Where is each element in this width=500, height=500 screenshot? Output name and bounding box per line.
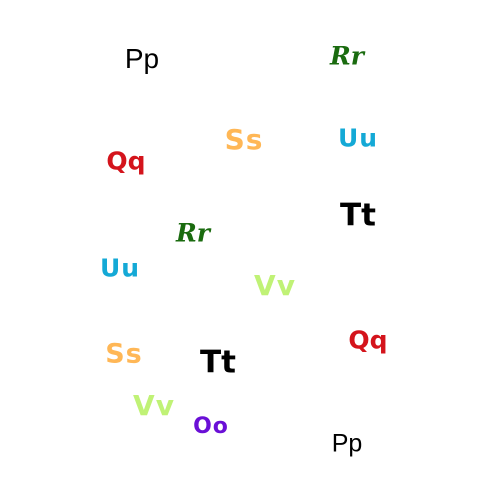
letter-pair-qq: Qq bbox=[106, 146, 146, 176]
letter-pair-rr: Rr bbox=[330, 41, 364, 71]
letter-pair-vv: Vv bbox=[133, 389, 175, 422]
letter-pair-tt: Tt bbox=[200, 344, 236, 381]
letter-pair-vv: Vv bbox=[254, 269, 296, 302]
letter-pair-uu: Uu bbox=[337, 123, 379, 153]
letter-pair-ss: Ss bbox=[224, 123, 264, 156]
letter-pair-pp: Pp bbox=[331, 429, 363, 458]
letter-pair-tt: Tt bbox=[340, 197, 376, 234]
letter-pair-qq: Qq bbox=[348, 325, 388, 355]
letter-pair-rr: Rr bbox=[176, 218, 210, 248]
letter-pair-ss: Ss bbox=[105, 338, 143, 370]
letter-pair-uu: Uu bbox=[99, 253, 141, 283]
letter-pair-pp: Pp bbox=[124, 43, 160, 74]
letter-pair-oo: Oo bbox=[193, 414, 229, 439]
